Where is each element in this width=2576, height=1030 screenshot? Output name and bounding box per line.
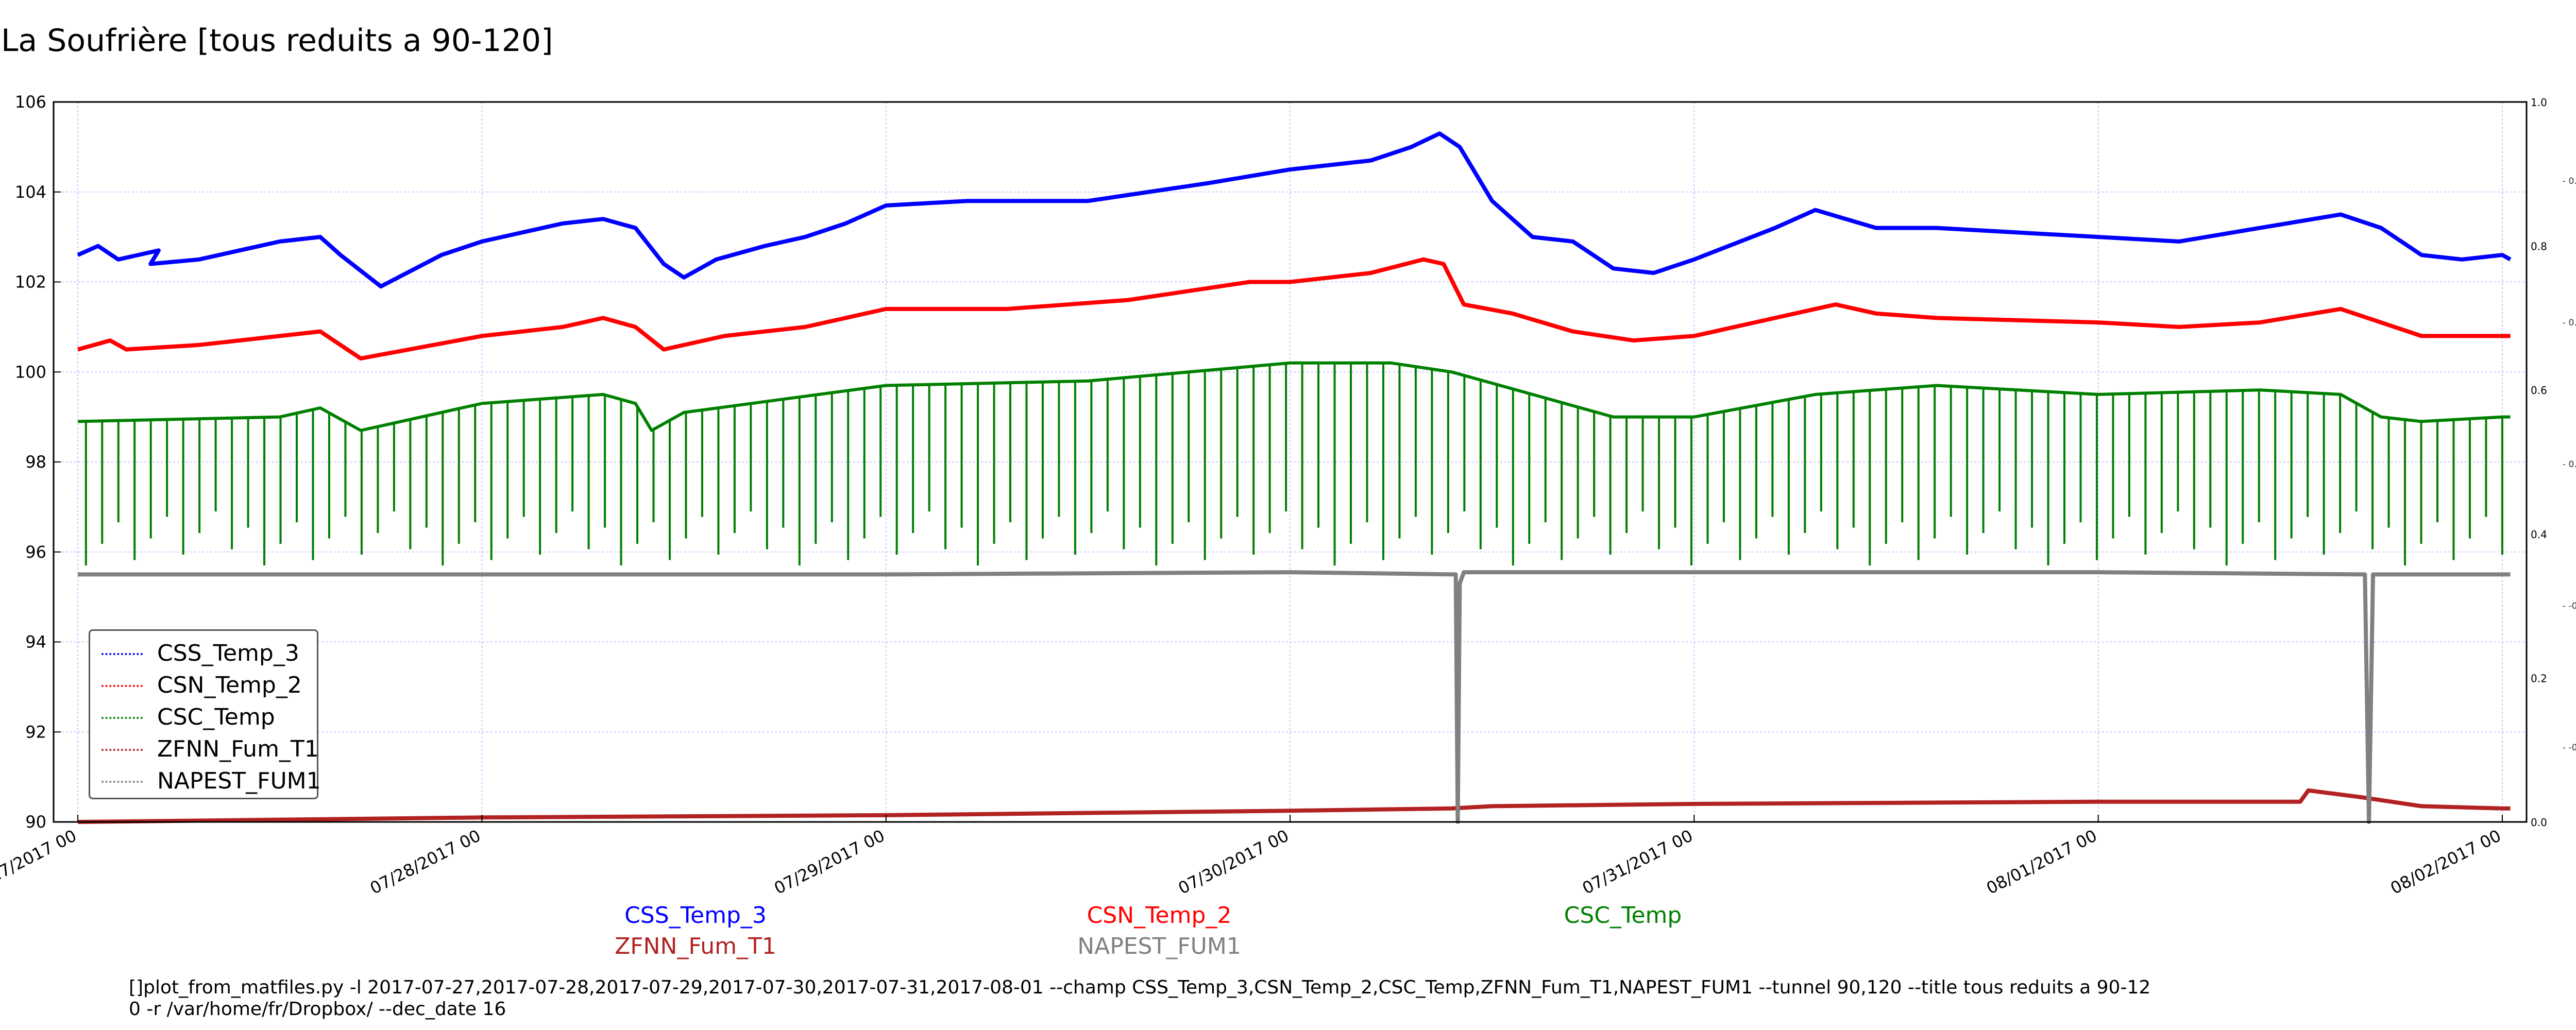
right-tick-label-secondary: - -0.04: [2563, 743, 2576, 753]
right-tick-label: 0.8: [2531, 241, 2547, 253]
series-caption-label: CSC_Temp: [1564, 902, 1682, 929]
grid-lines: [54, 101, 2527, 822]
series-line-ZFNN_Fum_T1: [78, 788, 2511, 824]
y-tick-label: 100: [15, 362, 46, 382]
legend-line-sample: [101, 749, 143, 751]
x-tick-label: 07/30/2017 00: [1175, 826, 1292, 898]
legend-line-sample: [101, 653, 143, 655]
legend-label: CSN_Temp_2: [157, 672, 302, 698]
series-lines: [77, 131, 2512, 824]
x-tick-label: 08/01/2017 00: [1983, 826, 2100, 898]
series-line-CSC_Temp: [78, 361, 2511, 432]
legend-label: NAPEST_FUM1: [157, 768, 321, 794]
x-tick-label: 07/29/2017 00: [771, 826, 888, 898]
x-tick-label: 07/27/2017 00: [0, 826, 80, 898]
x-axis-ticks: 07/27/2017 00 07/28/2017 00 07/29/2017 00 0…: [0, 815, 2504, 898]
right-tick-label-secondary: - 0.00: [2563, 459, 2576, 470]
right-tick-label: 0.4: [2531, 528, 2547, 541]
series-caption-label: CSS_Temp_3: [624, 902, 767, 929]
y-tick-label: 94: [25, 632, 46, 652]
legend-entry: NAPEST_FUM1: [90, 766, 321, 797]
right-tick-label: 0.6: [2531, 384, 2547, 397]
y-tick-label: 98: [25, 452, 46, 472]
command-line-caption: []plot_from_matfiles.py -l 2017-07-27,20…: [129, 977, 2151, 1020]
series-caption-label: NAPEST_FUM1: [1077, 933, 1241, 959]
legend-label: ZFNN_Fum_T1: [157, 736, 319, 762]
series-line-CSN_Temp_2: [77, 257, 2511, 360]
chart-legend: CSS_Temp_3 CSN_Temp_2 CSC_Temp ZFNN_Fum_T1 N…: [89, 629, 321, 799]
y-tick-label: 96: [25, 542, 46, 562]
series-caption-label: ZFNN_Fum_T1: [615, 933, 776, 959]
legend-line-sample: [101, 685, 143, 687]
x-tick-label: 07/31/2017 00: [1579, 826, 1696, 898]
right-tick-label-secondary: - 0.04: [2563, 176, 2576, 186]
y-tick-label: 104: [15, 182, 46, 202]
chart-title: La Soufrière [tous reduits a 90-120]: [1, 23, 553, 59]
x-tick-label: 07/28/2017 00: [367, 826, 484, 898]
series-line-NAPEST_FUM1: [78, 570, 2511, 824]
legend-label: CSS_Temp_3: [157, 640, 299, 666]
legend-entry: CSN_Temp_2: [90, 670, 317, 701]
right-tick-label: 0.2: [2531, 672, 2547, 684]
y-tick-label: 92: [25, 722, 46, 742]
series-caption-label: CSN_Temp_2: [1087, 902, 1232, 929]
legend-line-sample: [101, 717, 143, 719]
right-axis-ticks: 0.0 0.2 0.4 0.6 0.8 1.0 - -0.04 - -0.02 - 0.00 - …: [2531, 96, 2576, 829]
legend-entry: CSS_Temp_3: [90, 638, 317, 669]
legend-entry: CSC_Temp: [90, 702, 317, 733]
right-tick-label-secondary: - 0.02: [2563, 318, 2576, 328]
right-tick-label: 1.0: [2531, 96, 2547, 109]
right-tick-label: 0.0: [2531, 816, 2547, 829]
y-axis-ticks: 90 92 94 96 98 100 102 104 106: [15, 92, 61, 832]
right-tick-label-secondary: - -0.02: [2563, 601, 2576, 611]
x-tick-label: 08/02/2017 00: [2387, 826, 2504, 898]
y-tick-label: 102: [15, 272, 46, 292]
legend-entry: ZFNN_Fum_T1: [90, 734, 319, 765]
series-line-CSS_Temp_3: [77, 131, 2512, 289]
legend-line-sample: [101, 781, 143, 783]
legend-label: CSC_Temp: [157, 704, 275, 730]
y-tick-label: 90: [25, 812, 46, 832]
y-tick-label: 106: [15, 92, 46, 112]
